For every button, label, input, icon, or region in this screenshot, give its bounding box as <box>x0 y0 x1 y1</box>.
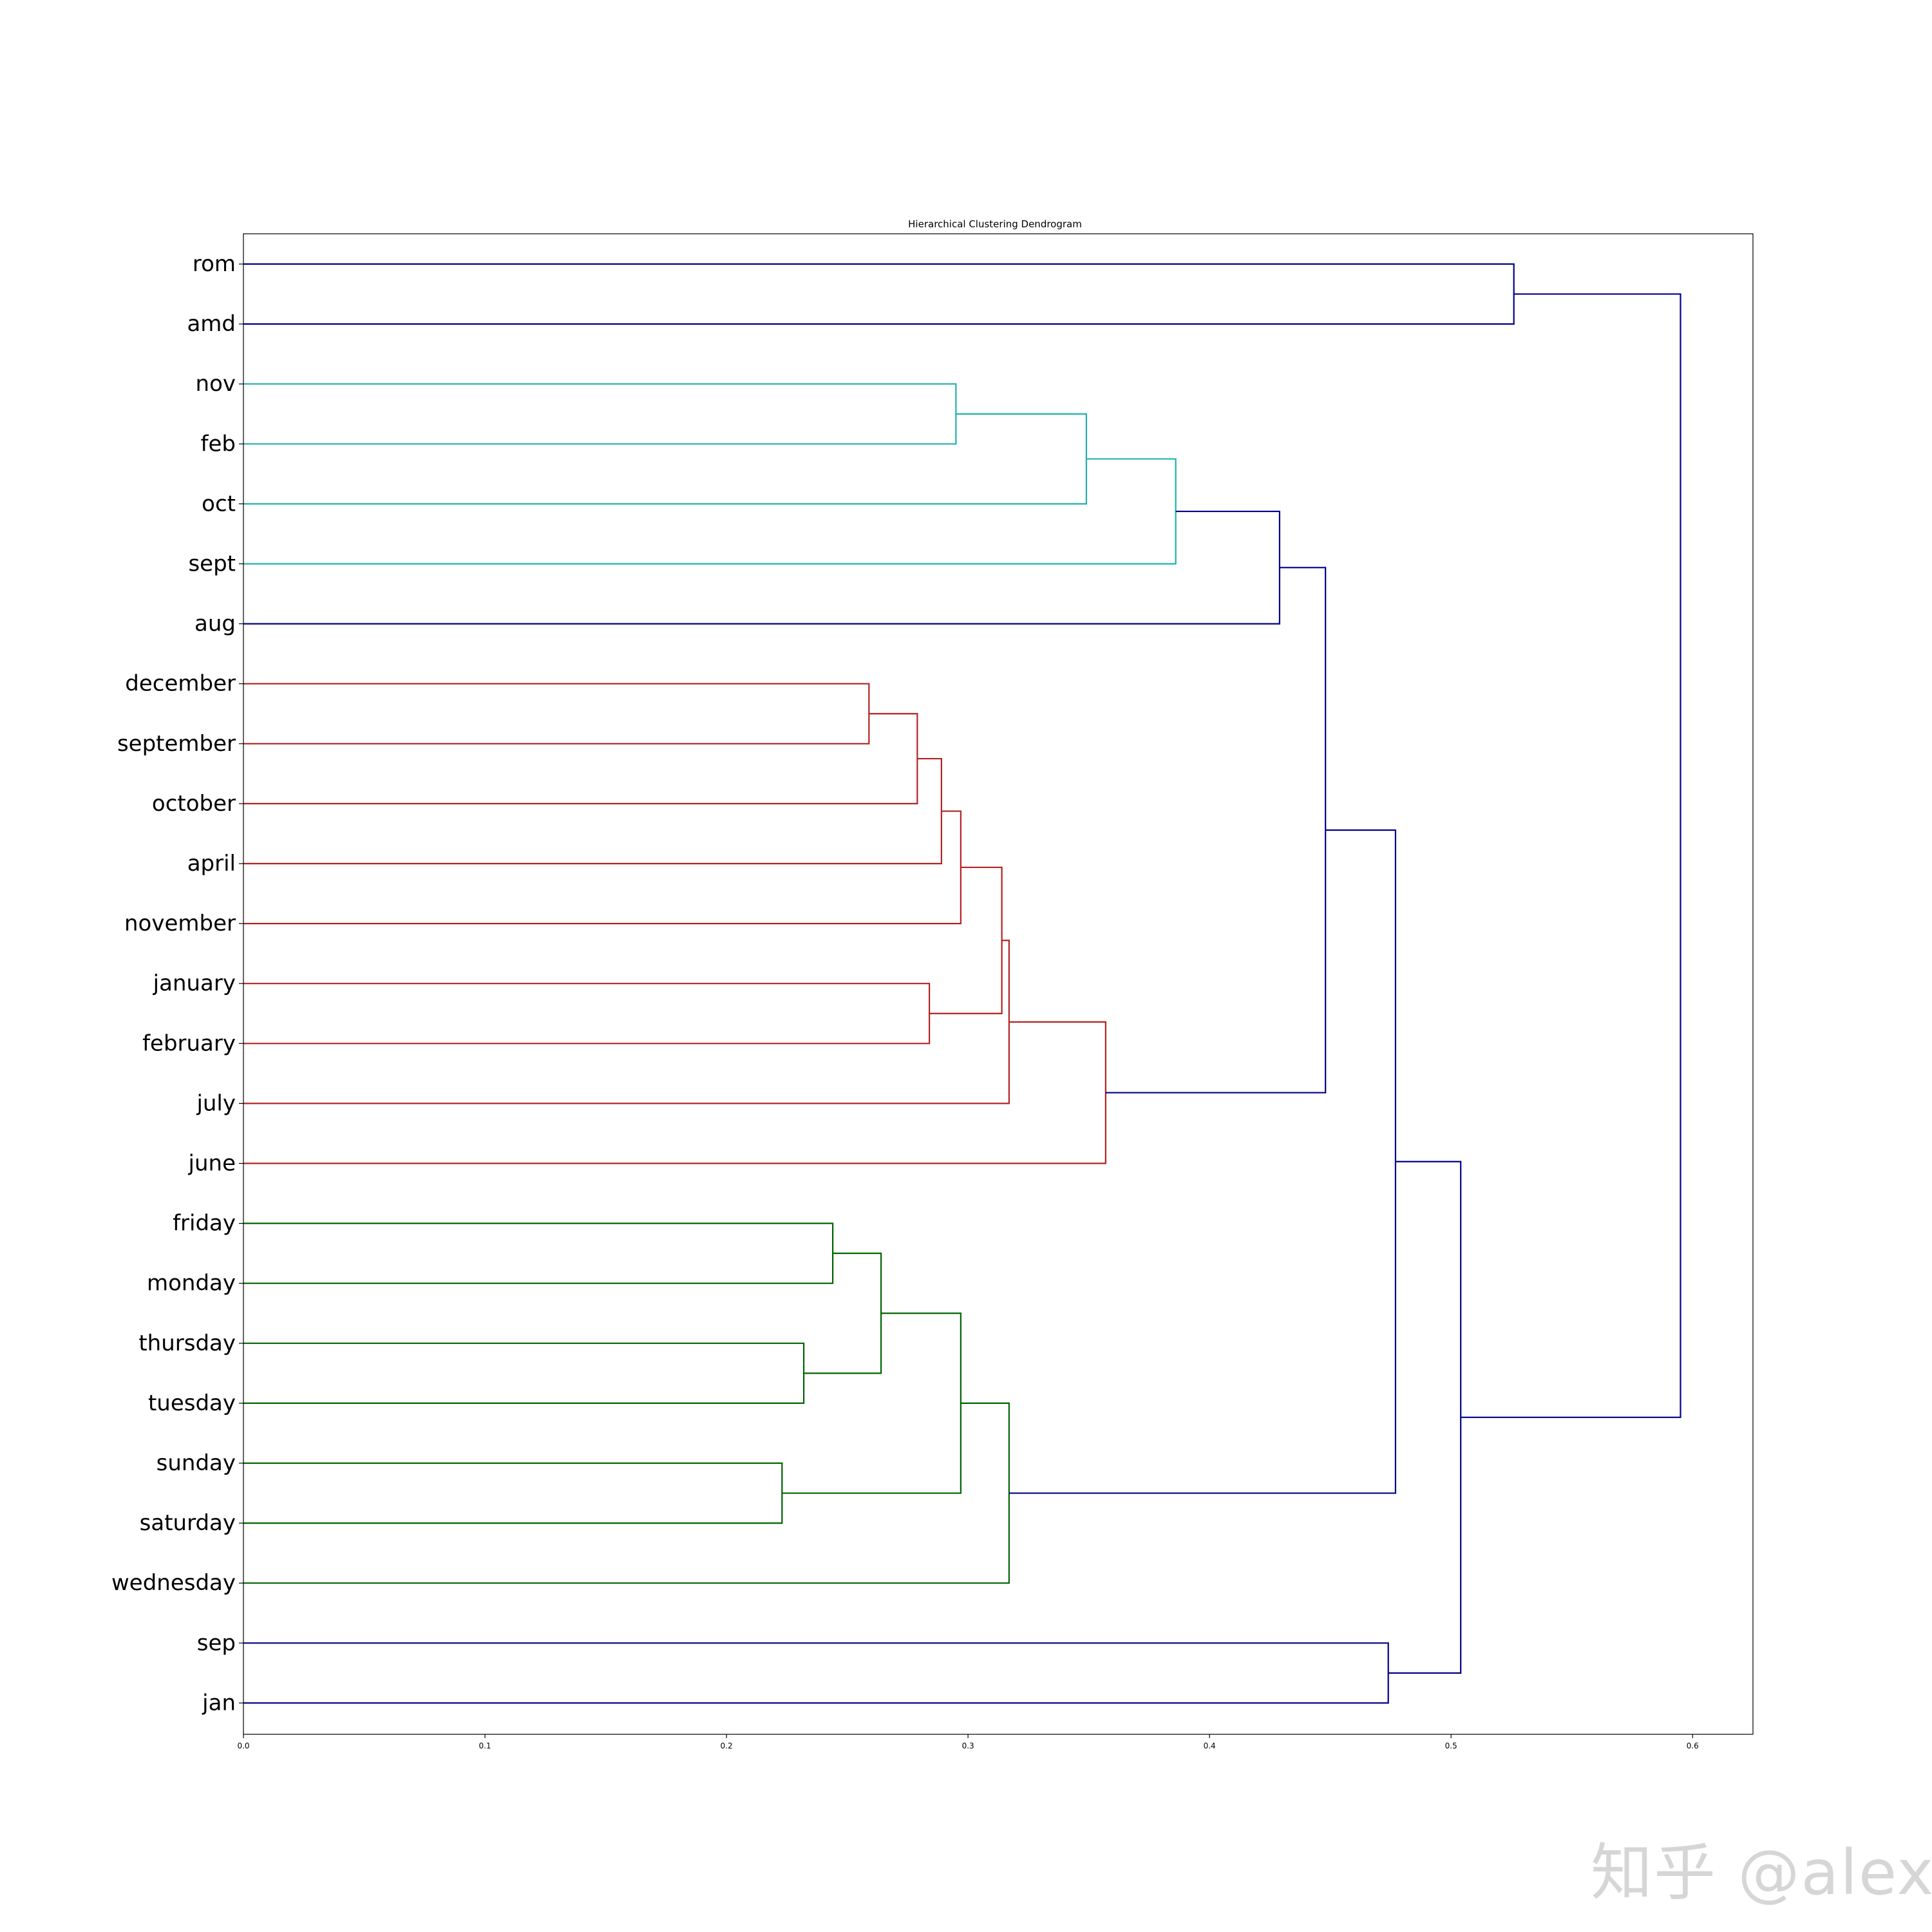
leaf-label-amd: amd <box>187 311 236 337</box>
leaf-label-aug: aug <box>194 611 236 637</box>
leaf-label-april: april <box>187 851 236 876</box>
leaf-label-nov: nov <box>196 371 236 397</box>
dendrogram-link-n6 <box>243 683 870 744</box>
leaf-label-jan: jan <box>202 1690 236 1716</box>
x-tick-label: 0.4 <box>1204 1741 1216 1750</box>
dendrogram-link-n4 <box>243 458 1177 565</box>
leaf-label-december: december <box>125 671 236 697</box>
leaf-label-november: november <box>124 911 236 936</box>
x-tick-label: 0.2 <box>721 1741 733 1750</box>
watermark-text: 知乎 @alex <box>1591 1837 1932 1909</box>
dendrogram-link-n21 <box>1009 829 1397 1494</box>
dendrogram-link-n5 <box>243 510 1281 625</box>
dendrogram-link-n23 <box>1388 1160 1462 1674</box>
x-tick-label: 0.3 <box>962 1741 974 1750</box>
leaf-label-june: june <box>188 1151 236 1177</box>
leaf-label-oct: oct <box>202 491 236 516</box>
dendrogram-link-n24 <box>1461 293 1681 1418</box>
dendrogram-link-n7 <box>243 713 918 804</box>
dendrogram-link-n16 <box>243 1342 805 1404</box>
leaf-label-sep: sep <box>197 1630 236 1656</box>
x-tick-label: 0.0 <box>237 1741 249 1750</box>
leaf-label-saturday: saturday <box>140 1510 236 1536</box>
leaf-label-feb: feb <box>201 431 236 457</box>
dendrogram-link-n10 <box>243 983 931 1045</box>
leaf-label-monday: monday <box>147 1271 236 1296</box>
leaf-label-sunday: sunday <box>156 1450 236 1476</box>
x-tick-label: 0.5 <box>1445 1741 1457 1750</box>
x-axis: 0.0 0.1 0.2 0.3 0.4 0.5 0.6 <box>237 1734 1699 1750</box>
chart-title: Hierarchical Clustering Dendrogram <box>908 218 1082 230</box>
x-tick-label: 0.1 <box>478 1741 491 1750</box>
dendrogram-link-n1 <box>243 263 1515 325</box>
leaf-label-july: july <box>196 1090 236 1116</box>
leaf-label-january: january <box>153 971 236 996</box>
leaf-label-wednesday: wednesday <box>111 1570 236 1596</box>
leaf-label-thursday: thursday <box>138 1331 236 1356</box>
leaf-label-sept: sept <box>188 551 236 577</box>
plot-area-frame <box>243 233 1754 1735</box>
leaf-label-february: february <box>142 1030 236 1056</box>
leaf-label-friday: friday <box>173 1211 236 1236</box>
leaf-labels: rom amd nov feb oct sept aug december september o… <box>111 251 243 1716</box>
dendrogram-link-n13 <box>243 1021 1106 1164</box>
leaf-label-tuesday: tuesday <box>148 1390 236 1416</box>
leaf-label-october: october <box>152 791 236 817</box>
leaf-label-september: september <box>117 731 236 757</box>
leaf-label-rom: rom <box>193 251 236 277</box>
x-tick-label: 0.6 <box>1687 1741 1699 1750</box>
dendrogram-links <box>243 263 1681 1704</box>
